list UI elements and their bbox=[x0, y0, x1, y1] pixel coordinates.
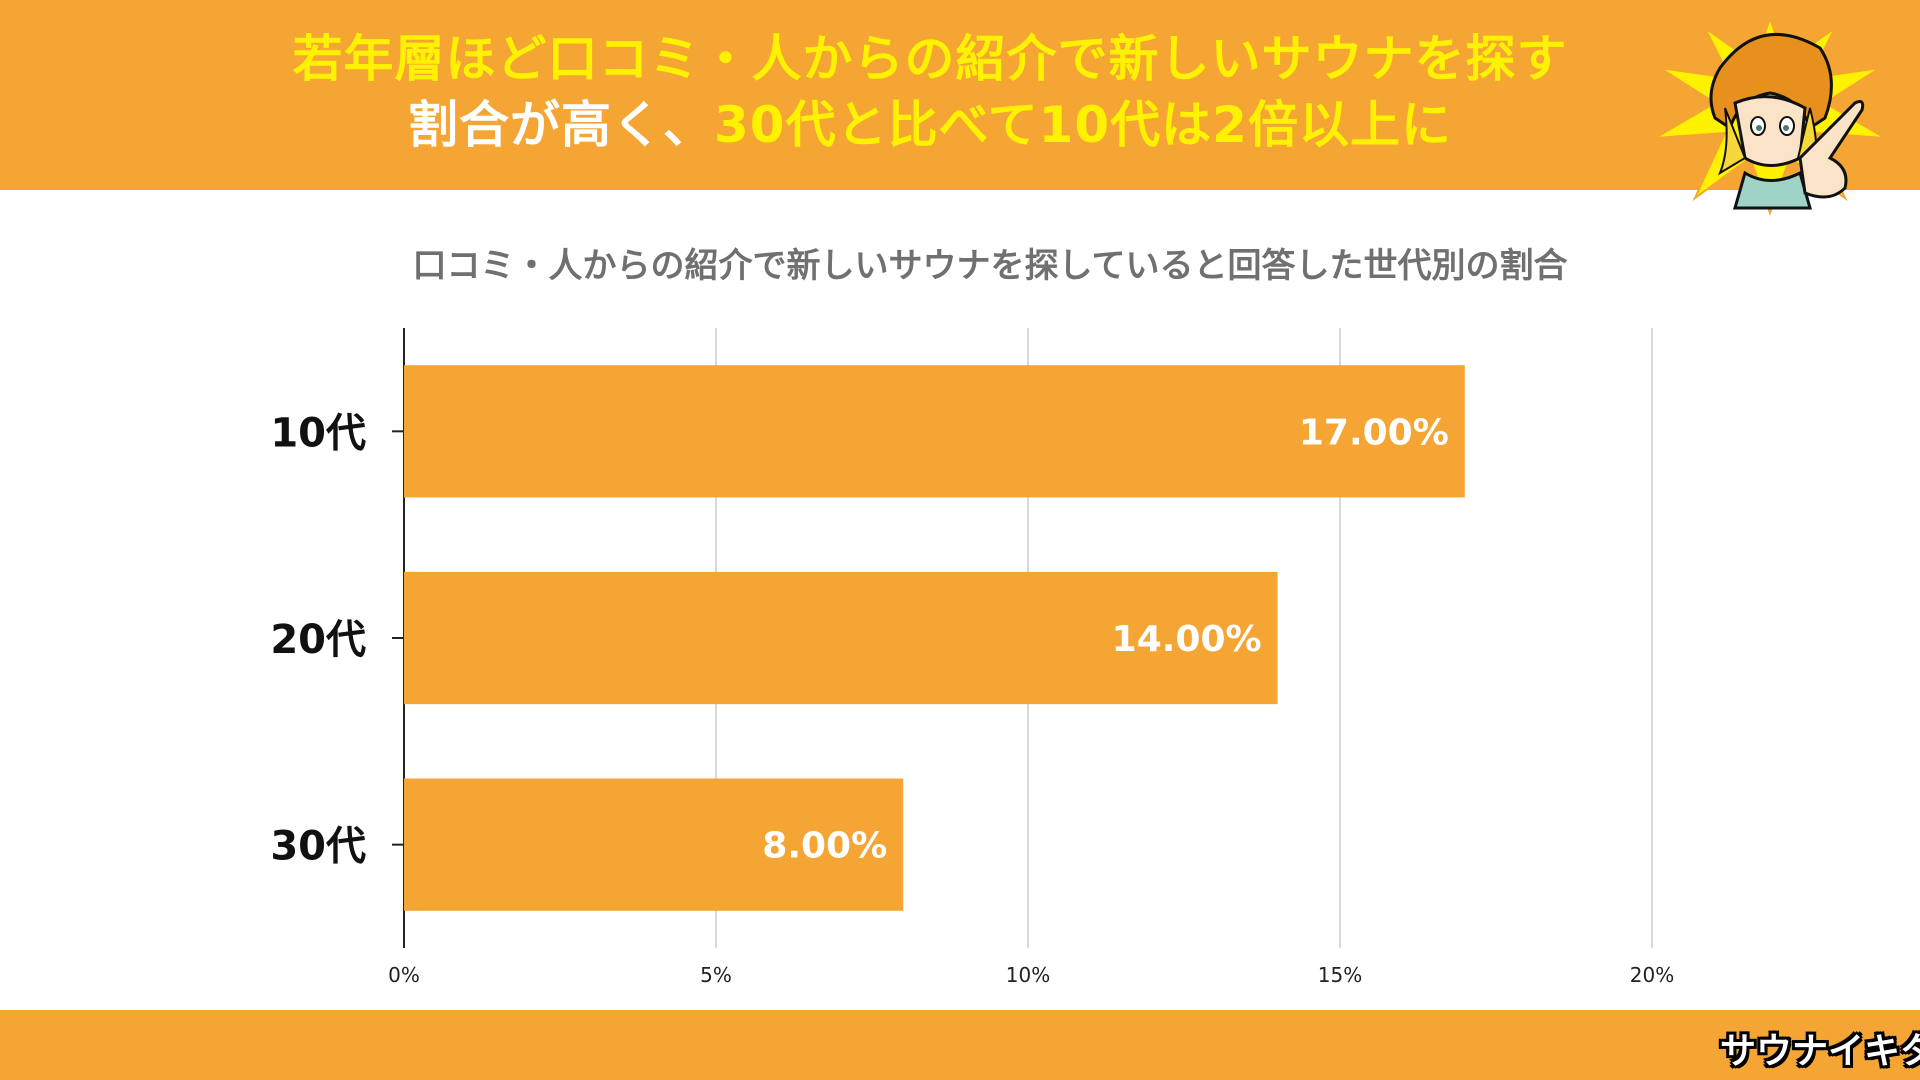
x-tick-label: 15% bbox=[1318, 963, 1362, 987]
headline-line-1: 若年層ほど口コミ・人からの紹介で新しいサウナを探す bbox=[292, 30, 1568, 88]
sauna-logo-icon: サウナイキタイ bbox=[1720, 1031, 1920, 1072]
header-banner bbox=[0, 0, 1920, 190]
x-tick-label: 5% bbox=[700, 963, 732, 987]
pointing-character-icon bbox=[1654, 14, 1886, 216]
data-label: 8.00% bbox=[762, 826, 887, 867]
headline-line-2-white: 割合が高く、 bbox=[408, 96, 715, 154]
chart-title: 口コミ・人からの紹介で新しいサウナを探していると回答した世代別の割合 bbox=[412, 246, 1568, 286]
x-tick-label: 0% bbox=[388, 963, 420, 987]
x-tick-label: 20% bbox=[1630, 963, 1674, 987]
headline: 若年層ほど口コミ・人からの紹介で新しいサウナを探す 割合が高く、30代と比べて1… bbox=[240, 26, 1620, 158]
headline-line-2-yellow: 30代と比べて10代は2倍以上に bbox=[714, 96, 1452, 154]
bar bbox=[404, 571, 1278, 705]
category-label: 20代 bbox=[270, 617, 366, 663]
data-label: 14.00% bbox=[1112, 619, 1262, 660]
bar bbox=[404, 778, 904, 911]
category-label: 30代 bbox=[270, 824, 366, 870]
bar bbox=[404, 365, 1465, 498]
category-label: 10代 bbox=[270, 410, 366, 456]
bar-chart: 0% 5% 10% 15% 20% 10代 17.00% 20代 14.00% 30代 8.00% bbox=[270, 328, 1674, 987]
x-tick-label: 10% bbox=[1006, 963, 1050, 987]
footer-banner bbox=[0, 1010, 1920, 1080]
data-label: 17.00% bbox=[1299, 412, 1449, 453]
